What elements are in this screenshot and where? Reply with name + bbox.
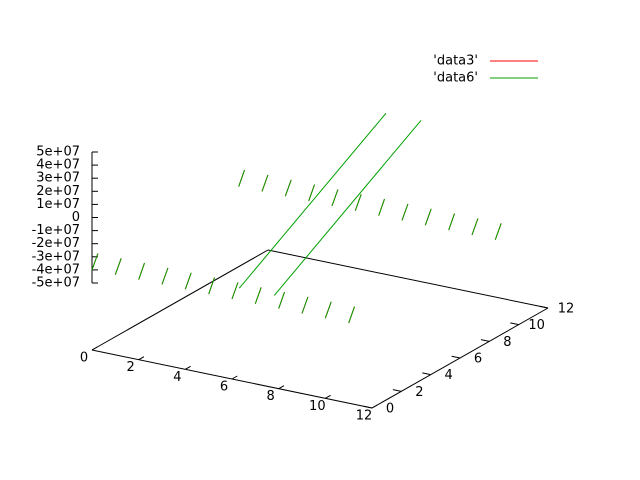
y-tick xyxy=(451,355,461,359)
series-line xyxy=(91,169,502,324)
x-tick-label: 12 xyxy=(356,409,373,424)
y-tick xyxy=(510,322,519,326)
y-tick-label: 4 xyxy=(445,368,453,383)
x-tick xyxy=(91,346,98,351)
y-tick-label: 2 xyxy=(415,385,423,400)
y-tick xyxy=(480,339,490,342)
z-tick-label: 3e+07 xyxy=(36,171,80,186)
z-tick-label: 4e+07 xyxy=(36,158,80,173)
x-tick xyxy=(371,404,378,409)
x-tick-label: 4 xyxy=(173,370,181,385)
x-tick xyxy=(278,385,285,390)
y-tick xyxy=(422,372,431,376)
z-tick-label: 2e+07 xyxy=(36,184,80,199)
x-tick-label: 2 xyxy=(127,360,135,375)
x-tick-label: 10 xyxy=(309,399,326,414)
y-tick xyxy=(363,405,373,409)
x-tick-label: 8 xyxy=(267,389,275,404)
x-tick xyxy=(231,375,238,380)
base-edge xyxy=(267,249,549,309)
y-tick-label: 10 xyxy=(528,318,545,333)
z-tick-label: -4e+07 xyxy=(32,262,80,277)
x-tick xyxy=(138,356,145,361)
y-tick-label: 6 xyxy=(474,352,482,367)
x-tick-label: 6 xyxy=(220,380,228,395)
z-tick-label: 1e+07 xyxy=(36,197,80,212)
base-edge xyxy=(91,249,269,351)
z-tick-label: -1e+07 xyxy=(32,223,80,238)
z-tick-label: -5e+07 xyxy=(32,276,80,291)
z-tick-label: -3e+07 xyxy=(32,249,80,264)
z-tick-label: -2e+07 xyxy=(32,236,80,251)
legend-label: 'data6' xyxy=(433,71,478,86)
x-tick xyxy=(185,365,191,370)
y-tick-label: 0 xyxy=(386,402,394,417)
z-tick-label: 5e+07 xyxy=(36,145,80,160)
y-tick xyxy=(392,389,402,392)
y-tick-label: 8 xyxy=(503,335,511,350)
y-tick xyxy=(539,305,549,309)
y-tick-label: 12 xyxy=(558,302,575,317)
z-tick-label: 0 xyxy=(72,210,80,225)
x-tick-label: 0 xyxy=(80,351,88,366)
legend-label: 'data3' xyxy=(433,54,478,69)
x-tick xyxy=(325,394,331,399)
series-line xyxy=(91,112,502,324)
